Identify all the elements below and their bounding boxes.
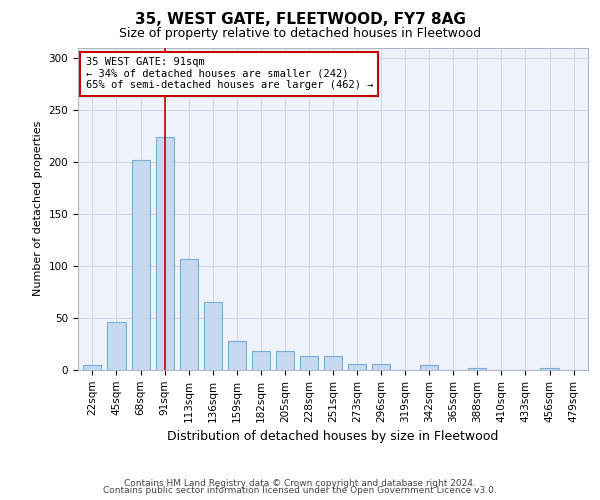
Bar	[203, 302, 222, 370]
Bar	[348, 364, 366, 370]
Text: Contains HM Land Registry data © Crown copyright and database right 2024.: Contains HM Land Registry data © Crown c…	[124, 478, 476, 488]
Bar	[228, 341, 246, 370]
Text: Contains public sector information licensed under the Open Government Licence v3: Contains public sector information licen…	[103, 486, 497, 495]
Text: 35 WEST GATE: 91sqm
← 34% of detached houses are smaller (242)
65% of semi-detac: 35 WEST GATE: 91sqm ← 34% of detached ho…	[86, 57, 373, 90]
Bar	[541, 368, 559, 370]
X-axis label: Distribution of detached houses by size in Fleetwood: Distribution of detached houses by size …	[167, 430, 499, 443]
Bar	[469, 368, 487, 370]
Bar	[324, 356, 342, 370]
Bar	[83, 365, 101, 370]
Bar	[107, 322, 125, 370]
Bar	[276, 352, 294, 370]
Bar	[372, 364, 390, 370]
Bar	[300, 356, 318, 370]
Bar	[420, 365, 438, 370]
Bar	[131, 160, 149, 370]
Bar	[155, 137, 173, 370]
Bar	[179, 258, 197, 370]
Y-axis label: Number of detached properties: Number of detached properties	[33, 121, 43, 296]
Bar	[252, 352, 270, 370]
Text: 35, WEST GATE, FLEETWOOD, FY7 8AG: 35, WEST GATE, FLEETWOOD, FY7 8AG	[134, 12, 466, 28]
Text: Size of property relative to detached houses in Fleetwood: Size of property relative to detached ho…	[119, 28, 481, 40]
